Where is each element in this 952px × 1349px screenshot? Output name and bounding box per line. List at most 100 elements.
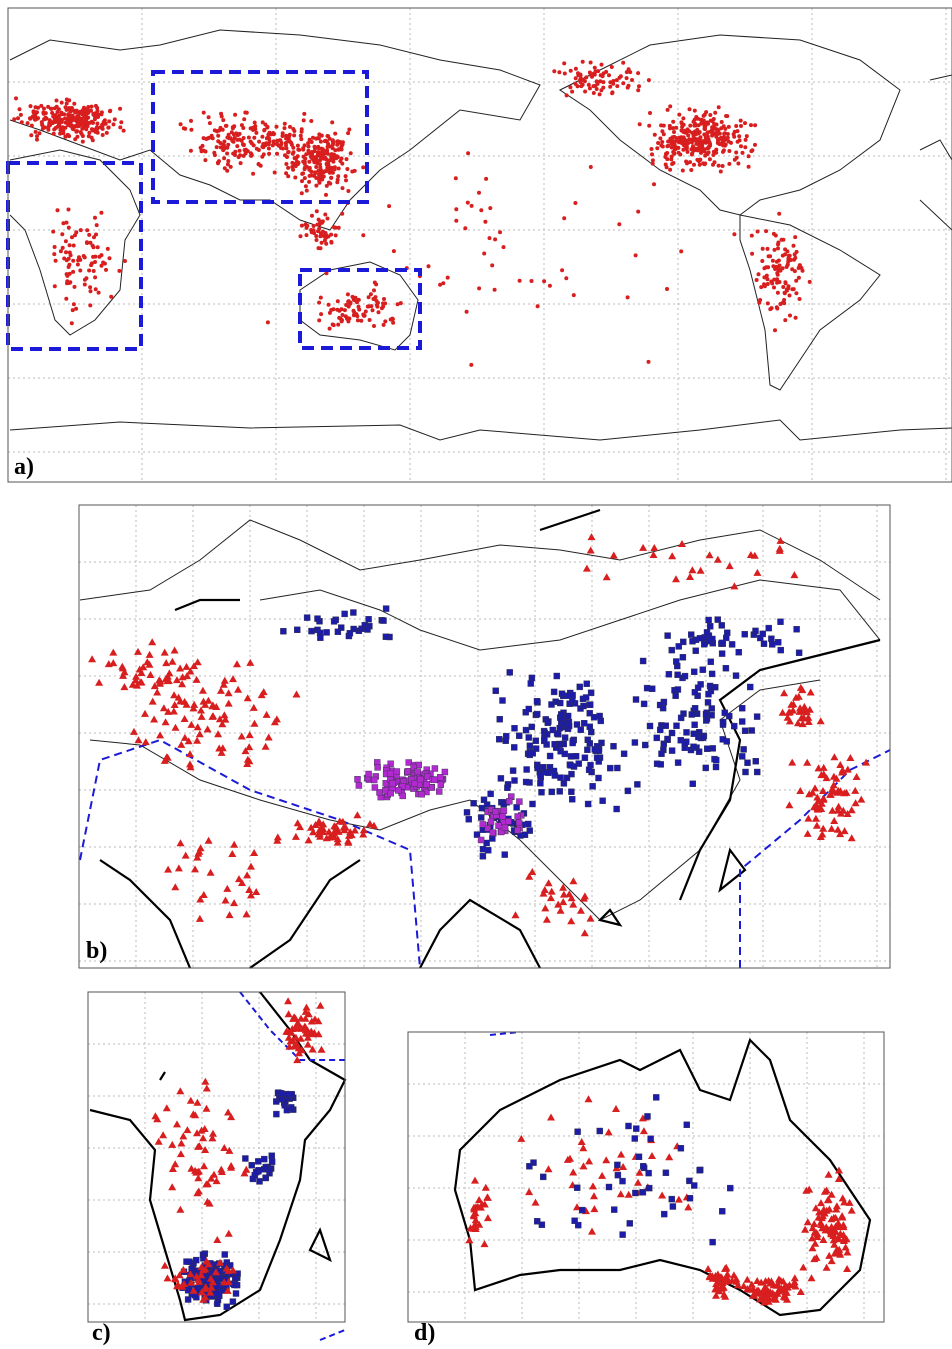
station-square [705,691,712,698]
station-triangle [818,1212,827,1220]
station-triangle [801,1225,810,1233]
station-dot [552,69,557,74]
station-dot [749,149,754,154]
station-square [470,800,477,807]
station-square [273,1110,280,1118]
station-triangle [749,1291,757,1299]
station-dot [727,149,732,153]
station-square [544,719,551,726]
station-dot [351,308,356,313]
station-dot [336,166,341,171]
station-dot [242,117,247,122]
station-dot [668,167,673,172]
station-dot [42,125,47,130]
asia-coastlines [79,508,891,969]
station-dot [671,126,676,131]
station-triangle [803,758,812,766]
station-dot [655,146,660,151]
station-triangle [155,676,164,684]
station-dot [217,128,222,133]
station-dot [453,176,458,181]
station-square [728,641,736,648]
station-square [248,1161,255,1169]
station-dot [346,131,351,136]
station-triangle [353,811,362,819]
station-square [567,753,575,760]
station-triangle [483,1193,492,1201]
station-triangle [193,658,202,666]
station-dot [33,117,38,122]
station-dot [694,123,698,128]
station-square [692,647,699,654]
station-dot [746,164,751,169]
station-triangle [199,1295,208,1303]
station-dot [325,216,330,221]
station-triangle [350,826,359,834]
station-square [586,740,593,747]
station-triangle [314,1017,323,1025]
station-triangle [834,786,843,794]
station-square [739,718,746,725]
station-dot [93,260,97,264]
station-dot [609,65,614,69]
station-triangle [187,720,196,728]
station-dot [309,169,314,174]
station-dot [583,89,588,94]
station-square [712,684,719,691]
station-dot [542,279,547,284]
station-square [346,630,354,637]
station-square [634,781,641,788]
station-dot [732,157,737,162]
station-square [232,1290,240,1297]
station-square [550,688,558,696]
station-square [511,725,518,732]
station-triangle [173,676,181,684]
station-dot [330,322,335,327]
station-triangle [174,864,183,872]
station-square [585,766,593,773]
station-triangle [212,1177,221,1185]
station-triangle [307,1017,316,1025]
station-triangle [839,806,848,814]
station-dot [249,152,254,157]
panel-frame [7,7,952,483]
station-triangle [225,1146,234,1154]
station-dot [775,280,780,285]
station-dot [292,133,297,138]
station-dot [52,284,57,289]
station-dot [383,319,388,324]
station-dot [660,129,665,134]
station-triangle [178,673,187,681]
station-dot [598,79,603,84]
station-triangle [195,914,204,922]
station-square [702,764,709,772]
station-dot [304,164,309,169]
station-triangle [724,1276,733,1284]
station-triangle [639,1127,648,1135]
station-dot [340,143,344,148]
station-dot [80,139,85,144]
station-square [613,805,620,813]
station-square [640,700,648,708]
station-triangle [359,830,368,838]
station-dot [64,97,69,102]
station-triangle [729,1271,738,1279]
station-dot [483,219,488,224]
station-triangle [186,1270,195,1278]
station-square [747,683,754,691]
station-square [294,626,301,633]
station-square [534,710,541,718]
station-dot [91,112,96,116]
station-dot [82,282,87,287]
station-triangle [834,1219,843,1227]
station-triangle [186,760,194,768]
station-dot [666,143,671,148]
station-triangle [840,1237,848,1244]
station-square [387,770,394,777]
station-square [553,730,561,737]
station-square [354,776,361,783]
station-dot [774,305,779,310]
station-dot [744,134,749,139]
station-dot [381,322,386,327]
station-dot [46,104,51,109]
